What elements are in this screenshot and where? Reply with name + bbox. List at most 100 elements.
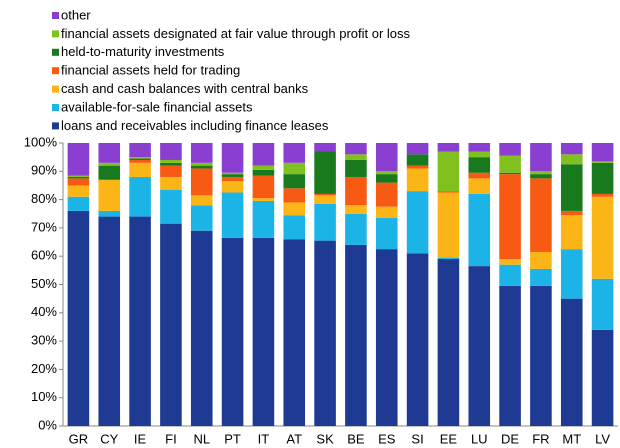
bar-segment (437, 192, 460, 258)
bar-segment (345, 244, 367, 426)
legend-swatch (52, 85, 59, 93)
legend-swatch (52, 122, 59, 130)
bar-segment (530, 174, 552, 179)
bar-segment (591, 193, 614, 197)
bar-segment (345, 159, 367, 177)
bar-segment (314, 151, 336, 194)
bar-segment (591, 162, 614, 194)
legend-label: loans and receivables including finance … (61, 118, 329, 133)
bar-segment (160, 189, 182, 224)
y-tick-label: 80% (31, 191, 57, 206)
x-tick-label: BE (347, 431, 365, 446)
bar-segment (67, 196, 90, 211)
bar-segment (468, 178, 491, 194)
bar-segment (252, 198, 275, 202)
x-tick-label: NL (193, 431, 210, 446)
bar-segment (375, 249, 398, 426)
bar-segment (530, 178, 552, 252)
bar-segment (129, 176, 151, 217)
bar-segment (406, 253, 429, 426)
bar-segment (406, 168, 429, 192)
y-tick-label: 40% (31, 304, 57, 319)
x-tick-label: FI (165, 431, 177, 446)
bar-segment (560, 154, 583, 165)
legend-label: other (61, 7, 91, 22)
y-tick-label: 20% (31, 361, 57, 376)
bar-segment (560, 298, 583, 426)
bar-segment (499, 285, 521, 426)
bar-segment (345, 143, 367, 155)
bar-segment (499, 174, 521, 260)
bar-segment (560, 143, 583, 155)
bar-segment (98, 165, 121, 180)
bar-segment (530, 171, 552, 175)
x-tick-label: CY (100, 431, 118, 446)
bar-segment (468, 266, 491, 426)
x-tick-label: EE (440, 431, 458, 446)
x-tick-label: PT (224, 431, 241, 446)
legend-label: cash and cash balances with central bank… (61, 81, 309, 96)
bar-segment (530, 251, 552, 269)
bar-segment (375, 171, 398, 175)
x-tick-label: AT (286, 431, 302, 446)
x-tick-label: MT (562, 431, 581, 446)
bar-segment (314, 203, 336, 241)
bar-segment (129, 158, 151, 160)
bar-segment (221, 172, 244, 175)
bar-segment (406, 165, 429, 169)
bar-segment (314, 195, 336, 204)
y-tick-label: 90% (31, 163, 57, 178)
bar-segment (67, 175, 90, 177)
bar-segment (499, 155, 521, 173)
x-tick-label: ES (378, 431, 396, 446)
bar-segment (98, 216, 121, 426)
bar-segment (345, 213, 367, 245)
legend-label: held-to-maturity investments (61, 44, 225, 59)
bar-segment (591, 329, 614, 426)
bar-segment (530, 268, 552, 286)
bar-segment (98, 162, 121, 166)
bar-segment (160, 159, 182, 163)
bar-segment (160, 223, 182, 426)
bar-segment (221, 176, 244, 182)
bar-segment (375, 174, 398, 183)
bar-segment (499, 143, 521, 156)
legend-label: available-for-sale financial assets (61, 99, 253, 114)
bar-segment (252, 169, 275, 176)
y-tick-label: 60% (31, 248, 57, 263)
x-tick-label: IT (258, 431, 270, 446)
y-tick-label: 50% (31, 276, 57, 291)
y-tick-label: 70% (31, 219, 57, 234)
legend-label: financial assets held for trading (61, 63, 240, 78)
bar-segment (221, 181, 244, 193)
x-tick-label: SI (411, 431, 423, 446)
bar-segment (129, 162, 151, 177)
bar-segment (437, 151, 460, 192)
bar-segment (345, 154, 367, 160)
bar-segment (560, 164, 583, 211)
bar-segment (190, 205, 213, 231)
bar-segment (252, 175, 275, 199)
x-tick-label: DE (501, 431, 519, 446)
bar-segment (560, 210, 583, 216)
bar-segment (530, 143, 552, 172)
legend-swatch (52, 48, 59, 56)
bar-segment (283, 174, 306, 189)
x-tick-label: LV (595, 431, 610, 446)
legend-swatch (52, 30, 59, 38)
bar-segment (252, 165, 275, 170)
x-tick-label: GR (69, 431, 89, 446)
bar-segment (98, 210, 121, 217)
x-tick-label: FR (532, 431, 549, 446)
bar-segment (129, 157, 151, 159)
bar-segment (160, 143, 182, 160)
bar-segment (190, 143, 213, 163)
bar-segment (160, 176, 182, 190)
bar-segment (67, 176, 90, 179)
y-tick-label: 10% (31, 389, 57, 404)
bar-segment (468, 151, 491, 158)
bar-segment (129, 216, 151, 426)
bar-segment (67, 178, 90, 186)
bar-segment (98, 179, 121, 211)
bar-segment (221, 143, 244, 173)
